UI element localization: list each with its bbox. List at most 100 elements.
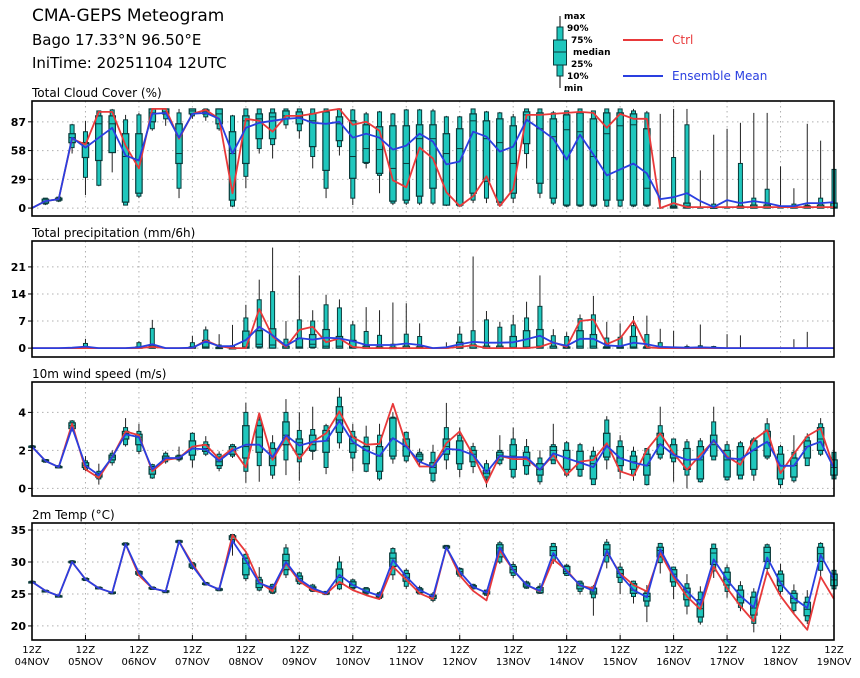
box-p25-p75	[536, 328, 544, 349]
box-p25-p75	[282, 421, 290, 446]
y-tick-label: 2	[18, 444, 26, 457]
box-p25-p75	[723, 449, 731, 478]
x-tick-date: 12NOV	[442, 657, 477, 668]
y-tick-label: 87	[11, 116, 26, 129]
box-p25-p75	[629, 113, 638, 206]
box-plot	[803, 123, 812, 209]
box-plot	[442, 402, 451, 470]
box-plot	[482, 110, 491, 204]
x-tick-date: 08NOV	[228, 657, 263, 668]
box-p25-p75	[736, 446, 745, 476]
box-plot	[709, 406, 718, 461]
panel-frame	[31, 100, 835, 217]
x-tick-time: 12Z	[236, 645, 256, 656]
x-tick-time: 12Z	[290, 645, 310, 656]
box-p25-p75	[455, 440, 464, 465]
box-plot	[643, 110, 651, 208]
box-plot	[375, 310, 384, 349]
box-plot	[736, 122, 745, 209]
box-plot	[522, 301, 531, 349]
legend-p75-label: 75%	[571, 36, 593, 46]
x-tick-date: 05NOV	[68, 657, 103, 668]
box-p25-p75	[335, 335, 344, 349]
x-tick-date: 07NOV	[175, 657, 210, 668]
y-tick-label: 25	[11, 588, 26, 601]
location-label: Bago 17.33°N 96.50°E	[32, 31, 202, 49]
box-p25-p75	[482, 120, 491, 182]
box-p25-p75	[442, 133, 451, 206]
box-p25-p75	[375, 446, 384, 472]
box-p25-p75	[562, 449, 571, 470]
box-plot	[455, 427, 464, 477]
box-plot	[803, 590, 812, 625]
legend-median-label: median	[573, 48, 611, 58]
box-plot	[496, 111, 504, 207]
panel-title: 2m Temp (°C)	[32, 508, 115, 522]
y-tick-label: 35	[11, 524, 26, 537]
box-plot	[669, 438, 678, 482]
box-p10-p90	[497, 326, 503, 349]
panel-title: Total precipitation (mm/6h)	[31, 226, 195, 240]
box-plot	[121, 114, 130, 206]
box-plot	[375, 423, 384, 481]
box-p25-p75	[469, 113, 477, 194]
box-plot	[536, 108, 544, 199]
box-plot	[81, 120, 90, 196]
panel-title: Total Cloud Cover (%)	[31, 86, 162, 100]
box-plot	[657, 328, 664, 349]
box-p10-p90	[483, 319, 489, 349]
box-plot	[402, 303, 411, 349]
box-plot	[629, 108, 638, 208]
box-plot	[723, 128, 731, 209]
box-plot	[255, 416, 264, 482]
x-tick-time: 12Z	[610, 645, 630, 656]
x-tick-time: 12Z	[824, 645, 844, 656]
box-plot	[790, 339, 798, 349]
box-p25-p75	[696, 446, 705, 480]
x-tick-time: 12Z	[717, 645, 737, 656]
box-plot	[790, 435, 798, 483]
y-tick-label: 0	[18, 342, 26, 355]
panel-frame	[31, 381, 835, 497]
x-tick-time: 12Z	[771, 645, 791, 656]
box-p25-p75	[576, 450, 584, 471]
y-tick-label: 0	[18, 482, 26, 495]
box-plot	[322, 108, 330, 199]
box-plot	[803, 433, 812, 467]
box-p25-p75	[709, 434, 718, 457]
x-tick-date: 04NOV	[15, 657, 50, 668]
x-tick-date: 09NOV	[282, 657, 317, 668]
box-plot	[295, 412, 304, 481]
box-p25-p75	[322, 111, 330, 171]
box-p25-p75	[616, 112, 624, 201]
box-plot	[95, 110, 103, 187]
legend-ctrl-label: Ctrl	[672, 33, 693, 47]
x-tick-time: 12Z	[664, 645, 684, 656]
x-tick-date: 19NOV	[817, 657, 852, 668]
box-plot	[308, 310, 317, 349]
panel-title: 10m wind speed (m/s)	[32, 367, 166, 381]
box-p25-p75	[295, 438, 304, 455]
y-tick-label: 0	[18, 202, 26, 215]
panel-frame	[31, 240, 835, 358]
box-plot	[576, 314, 584, 349]
box-p25-p75	[790, 457, 798, 478]
box-plot	[362, 425, 370, 473]
y-tick-label: 21	[11, 261, 26, 274]
cloud-cover-panel: Total Cloud Cover (%) 0 29 58 87	[11, 86, 838, 217]
x-tick-time: 12Z	[557, 645, 577, 656]
box-plot	[242, 402, 250, 483]
box-plot	[737, 335, 744, 349]
box-plot	[255, 279, 264, 349]
y-tick-label: 14	[11, 288, 27, 301]
x-tick-date: 10NOV	[335, 657, 370, 668]
box-plot	[201, 326, 210, 349]
legend-max-label: max	[564, 12, 585, 22]
box-p25-p75	[175, 123, 183, 165]
x-tick-time: 12Z	[503, 645, 523, 656]
box-plot	[255, 108, 264, 154]
box-plot	[763, 112, 771, 209]
box-plot	[308, 108, 317, 169]
box-plot	[349, 321, 357, 349]
